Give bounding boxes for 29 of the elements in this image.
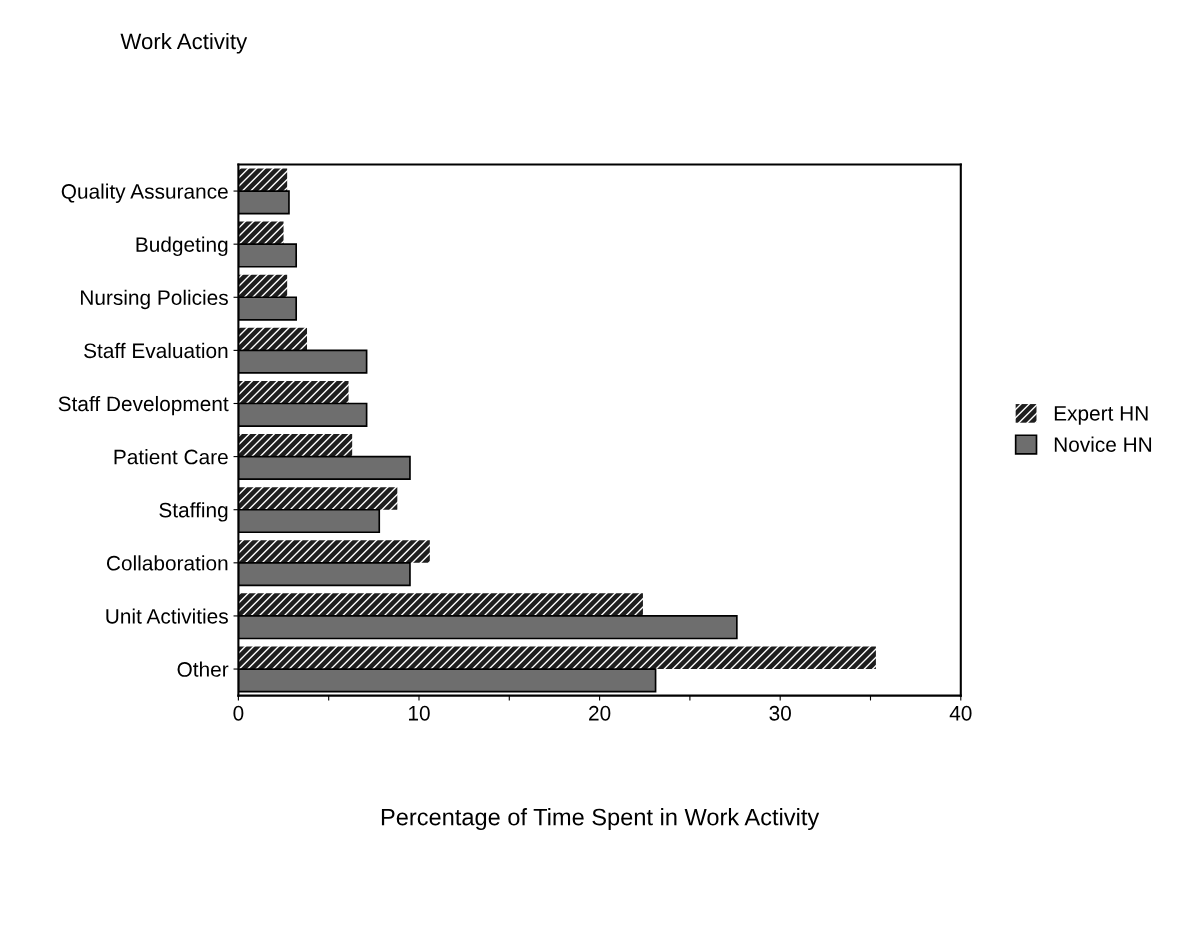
legend-label: Expert HN [1054, 406, 1148, 425]
x-tick-label: 30 [769, 705, 791, 721]
x-tick-label: 0 [233, 705, 244, 721]
bar [238, 434, 353, 457]
y-tick-label: Budgeting [136, 236, 228, 257]
y-tick-label: Staff Evaluation [84, 342, 228, 359]
y-tick-label: Other [177, 661, 229, 677]
x-tick-label: 10 [409, 705, 430, 721]
y-tick-label: Collaboration [106, 555, 228, 571]
bar [238, 593, 643, 616]
bar [238, 380, 349, 404]
x-tick-label: 40 [949, 705, 972, 721]
y-tick-label: Patient Care [114, 449, 228, 465]
legend-label: Novice HN [1054, 436, 1152, 452]
x-tick-label: 20 [589, 705, 611, 721]
y-tick-label: Unit Activities [106, 608, 228, 624]
y-tick-label: Staff Development [58, 395, 229, 416]
x-axis-title: Percentage of Time Spent in Work Activity [381, 808, 820, 831]
bar [238, 221, 284, 245]
bar [238, 168, 288, 192]
y-tick-label: Staffing [159, 502, 228, 522]
y-tick-label: Quality Assurance [61, 183, 228, 203]
bar [238, 646, 876, 670]
bar [238, 540, 430, 563]
y-tick-label: Nursing Policies [81, 289, 228, 310]
bar [238, 487, 398, 510]
bar [238, 274, 288, 298]
chart-title: Work Activity [120, 32, 248, 54]
bar [238, 327, 308, 351]
